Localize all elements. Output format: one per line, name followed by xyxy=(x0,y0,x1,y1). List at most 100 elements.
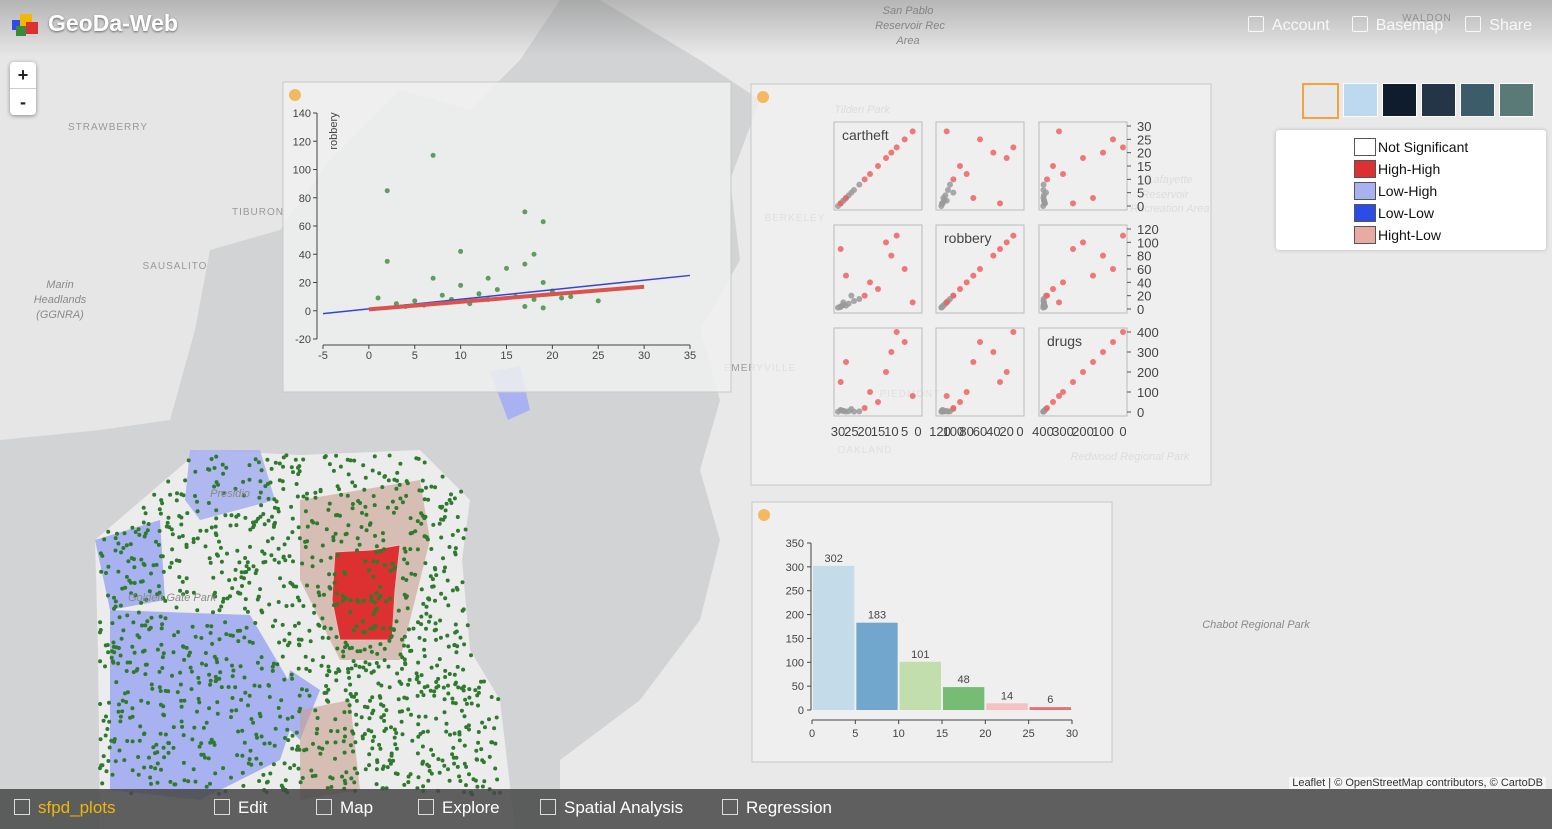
map-point xyxy=(395,470,400,475)
map-point xyxy=(382,658,387,663)
map-point xyxy=(453,552,458,557)
share[interactable]: Share xyxy=(1465,16,1532,35)
map-point xyxy=(119,550,124,555)
bar xyxy=(1029,707,1071,710)
map-point xyxy=(339,492,344,497)
map-point xyxy=(402,557,407,562)
map-point xyxy=(266,496,271,501)
map-point xyxy=(132,565,137,570)
map-point xyxy=(118,653,123,658)
map[interactable]: Map xyxy=(316,798,373,818)
map-point xyxy=(166,479,171,484)
point xyxy=(1003,369,1010,375)
map-point xyxy=(106,593,110,598)
map-point xyxy=(384,708,389,713)
map-point xyxy=(285,716,290,721)
logo-part xyxy=(26,22,38,34)
map-point xyxy=(430,577,435,582)
map-point xyxy=(218,545,223,550)
map-point xyxy=(398,496,403,501)
map-point xyxy=(377,471,382,476)
histogram-panel[interactable] xyxy=(751,501,1113,763)
map-point xyxy=(249,762,254,767)
map-point xyxy=(466,723,471,728)
basemap-option[interactable] xyxy=(1460,83,1495,117)
map-point xyxy=(157,685,162,690)
zoom-out[interactable]: - xyxy=(10,88,36,115)
point xyxy=(458,282,464,288)
basemap-option[interactable] xyxy=(1302,83,1339,119)
map-point xyxy=(361,463,366,468)
map-point xyxy=(432,689,437,694)
map-point xyxy=(355,536,360,541)
map-point xyxy=(293,623,297,628)
map-point xyxy=(434,716,439,721)
map-point xyxy=(455,764,460,769)
map-point xyxy=(446,767,450,772)
basemap[interactable]: Basemap xyxy=(1352,16,1444,35)
map-point xyxy=(392,727,397,732)
spatial-analysis[interactable]: Spatial Analysis xyxy=(540,798,683,818)
map-point xyxy=(160,666,165,670)
map-point xyxy=(142,648,147,653)
map-point xyxy=(300,776,305,780)
dataset[interactable]: sfpd_plots xyxy=(14,798,116,818)
point xyxy=(430,152,436,158)
map-point xyxy=(402,782,407,787)
account[interactable]: Account xyxy=(1248,16,1330,35)
map-point xyxy=(179,522,184,527)
map-point xyxy=(209,737,214,742)
x-tick-label: 30 xyxy=(831,424,845,439)
close-button[interactable] xyxy=(289,89,301,101)
map-point xyxy=(239,570,244,575)
map-point xyxy=(400,666,404,671)
scatter-panel[interactable] xyxy=(282,81,732,393)
map-point xyxy=(296,472,301,477)
map-point xyxy=(354,624,359,629)
map-point xyxy=(106,650,111,655)
matrix-panel[interactable] xyxy=(750,83,1212,486)
map-point xyxy=(390,561,395,566)
basemap-option[interactable] xyxy=(1382,83,1417,117)
map-point xyxy=(315,727,320,731)
map-point xyxy=(189,687,194,692)
map-point xyxy=(422,497,427,502)
map-point xyxy=(419,673,424,678)
explore[interactable]: Explore xyxy=(418,798,500,818)
map-point xyxy=(429,771,434,776)
brand[interactable]: GeoDa-Web xyxy=(48,10,178,36)
point xyxy=(1056,128,1062,135)
regression[interactable]: Regression xyxy=(722,798,832,818)
map-point xyxy=(235,628,240,633)
y-tick-label: 10 xyxy=(1137,172,1151,187)
map-label: SAUSALITO xyxy=(143,261,208,272)
x-tick-label: 20 xyxy=(857,424,871,439)
map-point xyxy=(221,766,226,771)
map-point xyxy=(261,772,266,777)
map-point xyxy=(120,698,125,703)
point xyxy=(1056,299,1062,306)
map-point xyxy=(270,668,275,673)
map-point xyxy=(213,531,218,536)
basemap-option[interactable] xyxy=(1343,83,1378,117)
map-point xyxy=(291,584,296,589)
basemap-option[interactable] xyxy=(1421,83,1456,117)
map-point xyxy=(282,677,287,682)
map-point xyxy=(179,515,184,520)
map-point xyxy=(322,691,327,695)
map-point xyxy=(251,720,256,725)
map-point xyxy=(374,544,379,549)
close-button[interactable] xyxy=(757,91,769,103)
map-point xyxy=(236,729,241,734)
map-point xyxy=(267,602,272,607)
map-point xyxy=(120,709,125,714)
basemap-option[interactable] xyxy=(1499,83,1534,117)
map-point xyxy=(205,623,210,628)
zoom-in[interactable]: + xyxy=(17,65,29,85)
map-point xyxy=(178,588,183,593)
edit[interactable]: Edit xyxy=(214,798,267,818)
map-point xyxy=(276,506,280,511)
map-point xyxy=(270,664,275,669)
close-button[interactable] xyxy=(758,509,770,521)
